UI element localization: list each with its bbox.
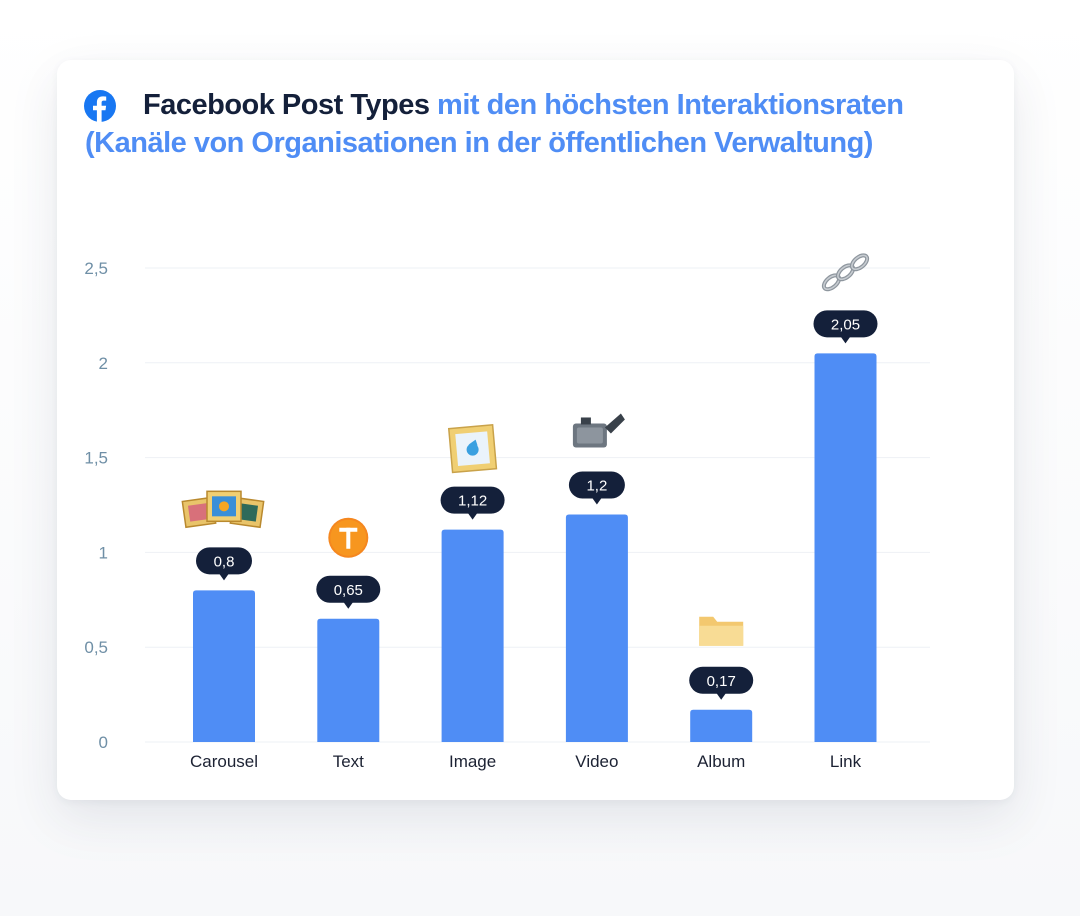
data-label-bubble xyxy=(196,547,252,575)
data-label: 1,12 xyxy=(458,493,487,510)
bar-text xyxy=(317,618,380,742)
data-label: 0,65 xyxy=(334,582,363,599)
y-tick-label: 1,5 xyxy=(84,449,108,468)
data-label-bubble xyxy=(568,471,625,499)
y-tick-label: 2,5 xyxy=(84,259,108,278)
y-tick-label: 1 xyxy=(99,543,108,562)
x-tick-label: Link xyxy=(830,752,862,771)
y-tick-label: 0,5 xyxy=(84,638,108,657)
data-label-pointer xyxy=(343,601,354,609)
x-tick-label: Image xyxy=(449,752,496,771)
data-label: 0,17 xyxy=(707,673,736,690)
data-label-bubble xyxy=(813,310,878,338)
framed-pictures-icon xyxy=(181,490,265,529)
data-label: 2,05 xyxy=(831,316,860,333)
chart-title-rest: mit den höchsten Interaktionsraten (Kanä… xyxy=(85,89,904,159)
chart-title-bold: Facebook Post Types xyxy=(143,89,430,121)
folder-icon xyxy=(699,616,744,646)
data-label-pointer xyxy=(840,336,851,344)
bar-album xyxy=(690,709,753,742)
x-tick-label: Carousel xyxy=(190,752,258,771)
chart-title: Facebook Post Types mit den höchsten Int… xyxy=(85,86,925,162)
data-label: 1,2 xyxy=(586,477,607,494)
bar-carousel xyxy=(193,590,255,742)
data-label-bubble xyxy=(689,666,754,694)
data-label-pointer xyxy=(219,573,229,581)
data-label-pointer xyxy=(591,497,602,505)
data-label-bubble xyxy=(316,575,381,603)
x-tick-label: Album xyxy=(697,752,745,771)
bar-image xyxy=(441,529,504,742)
y-tick-label: 2 xyxy=(99,354,108,373)
data-label-pointer xyxy=(467,512,478,520)
facebook-icon xyxy=(84,90,116,122)
x-tick-label: Text xyxy=(333,752,364,771)
x-tick-label: Video xyxy=(575,752,618,771)
data-label: 0,8 xyxy=(214,553,235,570)
data-label-bubble xyxy=(440,486,505,514)
data-label-pointer xyxy=(716,692,727,700)
framed-picture-icon xyxy=(447,424,498,474)
video-camera-icon xyxy=(572,413,625,448)
y-tick-label: 0 xyxy=(99,733,108,752)
chain-link-icon xyxy=(821,253,870,292)
letter-t-icon xyxy=(328,517,369,558)
bar-link xyxy=(814,353,877,742)
bar-video xyxy=(565,514,628,742)
